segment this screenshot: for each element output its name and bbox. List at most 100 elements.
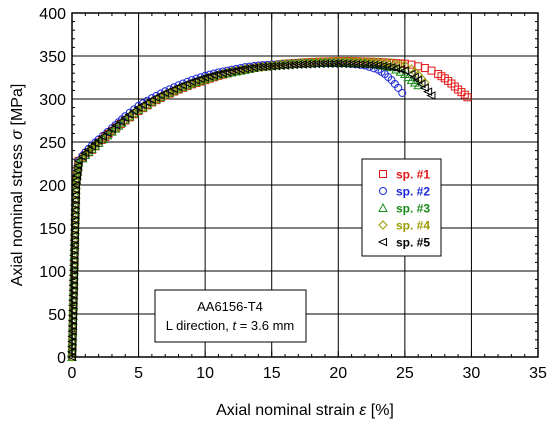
legend-item: sp. #4	[378, 219, 430, 233]
data-point	[124, 110, 134, 119]
data-point	[248, 63, 258, 73]
data-point	[310, 59, 321, 69]
data-point	[70, 215, 80, 225]
y-tick-label: 100	[39, 264, 66, 281]
data-point	[68, 271, 78, 280]
data-point	[420, 64, 429, 73]
data-point	[155, 90, 165, 100]
legend-marker	[378, 220, 388, 230]
data-point	[69, 275, 79, 286]
data-point	[333, 59, 343, 69]
legend-label: sp. #3	[396, 202, 430, 216]
data-point	[68, 305, 78, 316]
data-point	[381, 62, 392, 71]
data-point	[70, 185, 80, 195]
legend-item: sp. #1	[379, 168, 430, 182]
x-axis-title-prefix: Axial nominal strain	[216, 402, 359, 419]
data-point	[288, 60, 298, 70]
data-point	[399, 66, 409, 75]
data-point	[412, 75, 423, 85]
data-point	[97, 132, 108, 141]
annotation-frame	[154, 289, 307, 343]
data-point	[319, 59, 329, 69]
data-point	[398, 88, 407, 97]
legend-marker	[379, 187, 387, 195]
data-point	[350, 60, 361, 69]
data-point	[324, 59, 334, 69]
data-point	[297, 60, 307, 69]
data-point	[68, 290, 79, 301]
data-point	[146, 95, 156, 105]
legend-box	[361, 158, 442, 257]
data-point	[68, 306, 78, 315]
data-point	[93, 135, 103, 145]
annotation-box: AA6156-T4 L direction, t = 3.6 mm	[154, 289, 307, 343]
data-point	[239, 64, 250, 74]
y-tick-label: 0	[57, 350, 66, 367]
data-point	[90, 139, 100, 148]
data-point	[106, 124, 116, 134]
data-series	[66, 56, 472, 362]
data-point	[338, 56, 348, 66]
data-point	[83, 145, 93, 155]
y-tick-label: 300	[39, 92, 66, 109]
legend-label: sp. #2	[396, 185, 430, 199]
x-tick-label: 20	[329, 365, 347, 382]
data-point	[426, 91, 436, 100]
legend-label: sp. #5	[396, 236, 430, 250]
x-tick-label: 30	[463, 365, 481, 382]
annotation-line-2: L direction, t = 3.6 mm	[166, 318, 295, 333]
data-point	[70, 180, 80, 190]
data-point	[73, 156, 83, 166]
data-point	[70, 195, 81, 205]
x-axis-title-symbol: ε	[359, 402, 367, 419]
data-point	[151, 93, 161, 102]
data-point	[69, 280, 79, 291]
data-point	[71, 185, 81, 195]
data-point	[71, 171, 82, 180]
y-tick-label: 350	[39, 49, 66, 66]
x-tick-label: 10	[196, 365, 214, 382]
data-point	[120, 113, 130, 123]
legend-item: sp. #2	[379, 185, 430, 199]
data-point	[337, 59, 347, 69]
annotation-line-2-suffix: = 3.6 mm	[236, 318, 294, 333]
data-point	[222, 68, 232, 77]
data-point	[244, 64, 254, 73]
x-tick-label: 5	[134, 365, 143, 382]
data-point	[302, 60, 312, 69]
data-point	[68, 316, 78, 326]
data-point	[68, 301, 78, 310]
data-point	[68, 285, 79, 296]
data-point	[275, 61, 285, 71]
legend-item: sp. #3	[378, 202, 430, 216]
data-point	[102, 128, 112, 138]
data-point	[355, 60, 365, 69]
x-tick-label: 35	[529, 365, 547, 382]
data-point	[68, 276, 78, 285]
data-point	[235, 65, 245, 75]
data-point	[69, 235, 79, 245]
data-point	[71, 180, 81, 190]
data-point	[226, 67, 236, 76]
data-point	[168, 84, 179, 94]
data-point	[306, 59, 316, 69]
data-point	[77, 152, 87, 161]
data-point	[142, 98, 152, 107]
y-tick-label: 200	[39, 178, 66, 195]
data-point	[346, 56, 357, 66]
data-point	[355, 56, 366, 67]
x-tick-label: 0	[68, 365, 77, 382]
data-point	[70, 205, 80, 215]
data-point	[231, 66, 241, 75]
y-axis-title-suffix: [MPa]	[9, 84, 26, 130]
data-point	[360, 56, 370, 67]
data-point	[346, 59, 356, 69]
data-point	[80, 148, 90, 158]
y-axis-title: Axial nominal stress σ [MPa]	[9, 84, 26, 287]
data-point	[369, 57, 379, 67]
legend-marker	[377, 237, 387, 247]
legend-marker	[378, 202, 388, 212]
data-point	[70, 205, 81, 215]
